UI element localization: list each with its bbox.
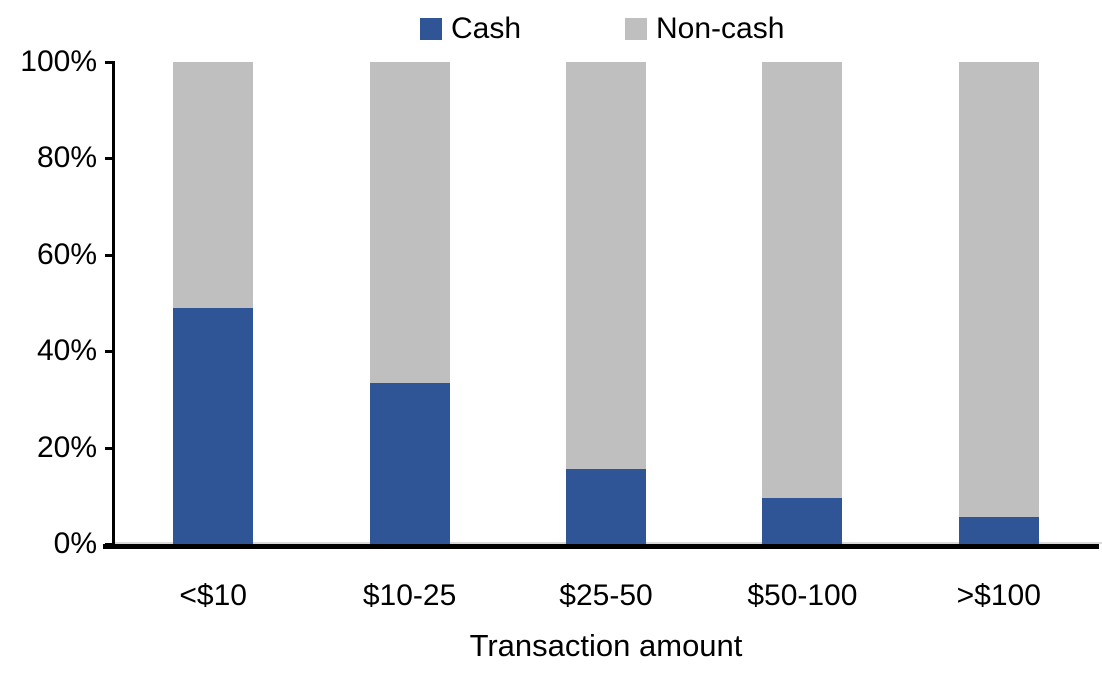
legend-item-cash: Cash: [420, 12, 521, 46]
y-axis-tick: [105, 253, 115, 257]
segment-cash: [173, 308, 254, 544]
bar-10-25: [369, 62, 450, 544]
y-axis-tick-label: 60%: [36, 237, 97, 271]
bar-25-50: [566, 62, 646, 544]
legend-swatch-icon: [625, 18, 647, 40]
y-axis-tick: [105, 446, 115, 450]
y-axis-tick-label: 40%: [36, 334, 97, 368]
y-axis-tick-label: 100%: [20, 45, 97, 78]
legend-label: Cash: [451, 12, 522, 45]
bar-100: [958, 62, 1039, 544]
legend-label: Non-cash: [656, 12, 785, 45]
x-axis-tick-label: $25-50: [559, 579, 653, 612]
x-axis-tick-label: $50-100: [747, 579, 858, 612]
x-axis-title: Transaction amount: [469, 628, 743, 663]
y-axis-tick: [105, 350, 115, 354]
x-axis-tick-label: $10-25: [362, 579, 457, 612]
segment-cash: [369, 383, 450, 544]
x-axis-tick-label: <$10: [179, 579, 247, 612]
y-axis-tick: [105, 61, 115, 64]
y-axis-tick-label: 0%: [53, 527, 97, 560]
segment-non-cash: [958, 62, 1039, 517]
y-axis-tick-label: 20%: [36, 430, 97, 464]
x-axis-tick-label: >$100: [956, 579, 1041, 612]
segment-cash: [566, 469, 646, 544]
segment-non-cash: [173, 62, 254, 308]
bar-10: [173, 62, 254, 544]
y-axis-tick: [105, 157, 115, 161]
x-axis-line: [103, 544, 1099, 549]
bar-50-100: [762, 62, 843, 544]
y-axis-tick-label: 80%: [36, 141, 97, 175]
segment-non-cash: [369, 62, 450, 383]
legend-swatch-icon: [420, 18, 442, 40]
segment-non-cash: [566, 62, 646, 469]
y-axis-line: [112, 62, 115, 546]
segment-cash: [958, 517, 1039, 544]
segment-cash: [762, 498, 843, 544]
segment-non-cash: [762, 62, 843, 498]
legend-item-non-cash: Non-cash: [625, 12, 784, 46]
